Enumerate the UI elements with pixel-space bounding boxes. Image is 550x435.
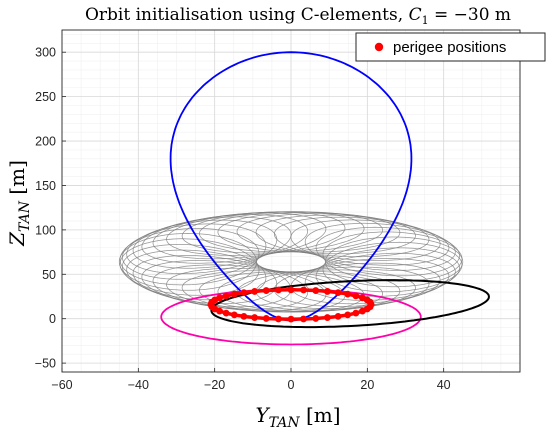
blue-orbit — [169, 51, 413, 322]
major-grid — [61, 30, 521, 372]
perigee-point — [287, 286, 295, 294]
perigee-point — [344, 290, 352, 298]
perigee-point — [334, 312, 342, 320]
family-orbit — [315, 226, 460, 277]
y-axis-var: Z — [5, 231, 29, 247]
y-tick-label: 50 — [42, 268, 56, 282]
x-tick-label: 20 — [360, 378, 374, 392]
x-axis-sub: TAN — [269, 415, 301, 431]
y-tick-label: 150 — [35, 179, 56, 193]
legend-box — [355, 32, 546, 62]
perigee-markers — [207, 286, 375, 323]
perigee-point — [359, 294, 366, 302]
perigee-point — [366, 303, 374, 311]
x-tick-label: 40 — [437, 378, 451, 392]
perigee-point — [251, 288, 259, 295]
y-tick-label: −50 — [35, 357, 56, 371]
perigee-point — [251, 314, 259, 321]
family-orbit — [304, 222, 456, 271]
perigee-point — [275, 315, 282, 323]
perigee-point — [240, 312, 248, 320]
perigee-point — [323, 314, 331, 321]
perigee-point — [262, 287, 270, 294]
y-tick-label: 200 — [35, 135, 56, 149]
legend: perigee positions — [355, 32, 546, 62]
perigee-point — [230, 290, 238, 298]
y-tick-label: 250 — [35, 90, 56, 104]
perigee-point — [312, 287, 320, 294]
perigee-point — [300, 286, 307, 294]
x-tick-label: −20 — [204, 378, 225, 392]
perigee-point — [275, 286, 282, 294]
x-axis-unit: [m] — [300, 403, 341, 427]
perigee-point — [300, 315, 307, 323]
family-orbit — [152, 212, 327, 260]
family-orbit — [118, 233, 257, 291]
title-prefix: Orbit initialisation using C-elements, — [85, 5, 409, 25]
x-tick-label: −40 — [128, 378, 149, 392]
family-orbit — [315, 247, 460, 297]
perigee-point — [230, 311, 238, 319]
title-suffix: = −30 m — [429, 5, 511, 25]
title-sub: 1 — [422, 14, 429, 27]
perigee-point — [222, 309, 230, 317]
perigee-point — [323, 288, 331, 295]
family-orbit — [324, 236, 464, 288]
perigee-point — [344, 311, 352, 319]
perigee-point — [222, 292, 230, 300]
black-orbit — [210, 279, 490, 329]
x-axis-label-group: YTAN [m] — [255, 403, 340, 431]
family-orbit — [322, 231, 463, 282]
y-tick-label: 100 — [35, 223, 56, 237]
family-orbit — [166, 211, 346, 256]
family-orbit — [322, 241, 463, 293]
y-axis-label: ZTAN [m] — [5, 160, 33, 247]
x-tick-label: 0 — [288, 378, 295, 392]
x-tick-label: −60 — [51, 378, 72, 392]
chart-title: Orbit initialisation using C-elements, C… — [85, 5, 511, 27]
axes-frame — [61, 29, 521, 373]
family-orbit — [126, 219, 278, 274]
y-tick-label: 0 — [49, 312, 56, 326]
y-axis-unit: [m] — [5, 160, 29, 201]
y-axis-label-group: ZTAN [m] — [5, 160, 33, 247]
family-orbit — [132, 216, 292, 269]
perigee-point — [312, 315, 320, 322]
perigee-point — [352, 309, 360, 317]
family-orbit — [141, 214, 308, 264]
perigee-point — [216, 307, 223, 315]
title: Orbit initialisation using C-elements, C… — [85, 5, 511, 27]
x-axis-label: YTAN [m] — [255, 403, 340, 431]
y-tick-labels: −50 0 50 100 150 200 250 300 — [35, 46, 56, 371]
perigee-point — [262, 315, 270, 322]
perigee-point — [287, 315, 295, 323]
legend-marker — [374, 42, 384, 52]
title-var: C — [409, 5, 422, 25]
legend-label: perigee positions — [393, 39, 506, 56]
perigee-point — [352, 292, 360, 300]
x-tick-labels: −60 −40 −20 0 20 40 — [51, 378, 450, 392]
perigee-point — [334, 289, 342, 297]
y-tick-label: 300 — [35, 46, 56, 60]
x-axis-var: Y — [255, 403, 270, 427]
y-axis-sub: TAN — [17, 200, 33, 232]
perigee-point — [240, 289, 248, 297]
